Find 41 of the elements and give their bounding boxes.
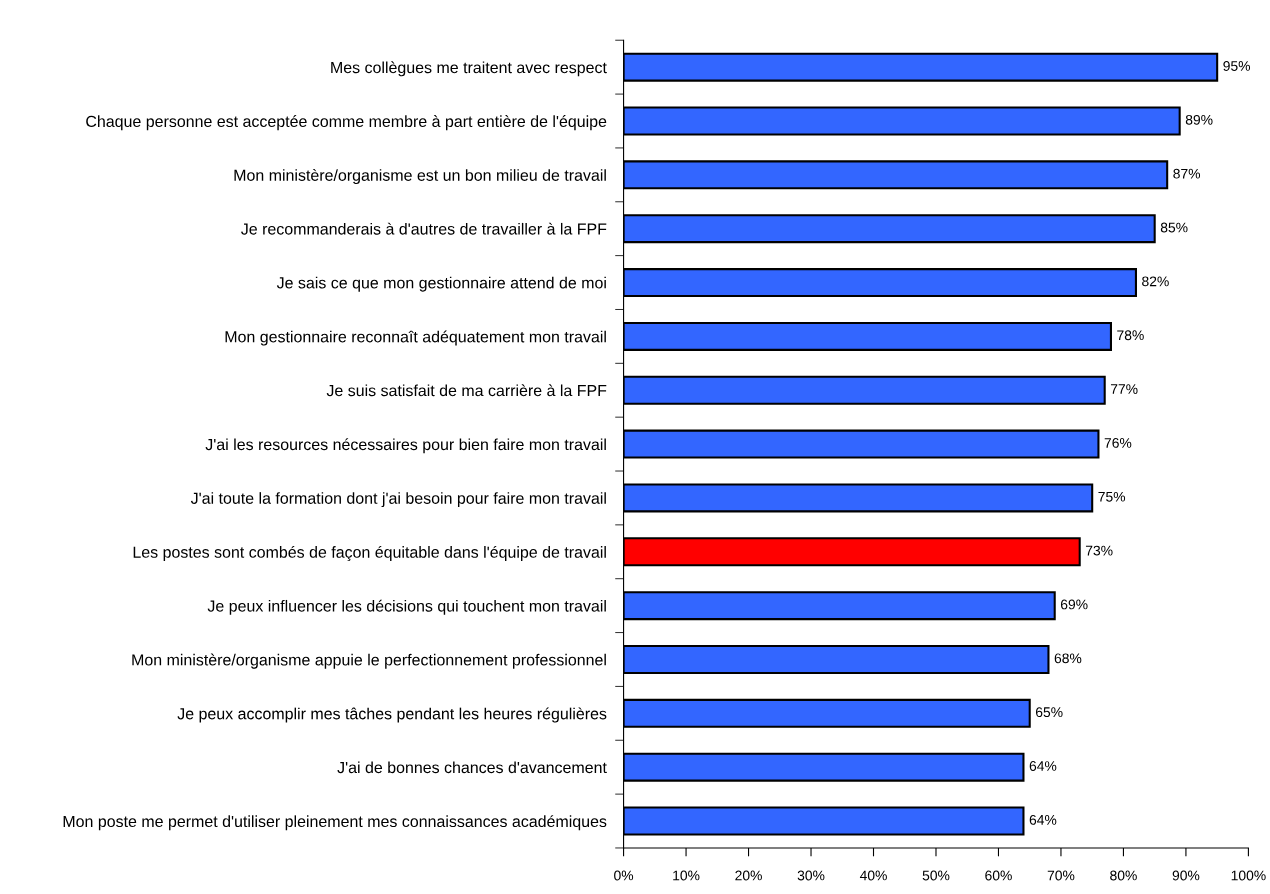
y-tick-label: Mes collègues me traitent avec respect — [331, 61, 607, 77]
x-tick-label: 80% — [1110, 870, 1137, 881]
data-label: 75% — [1098, 491, 1126, 502]
x-tick-label: 0% — [614, 870, 634, 881]
y-tick-label: Mon poste me permet d'utiliser pleinement mes connaissances académiques — [63, 815, 607, 831]
x-tick-label: 20% — [735, 870, 762, 881]
data-label: 64% — [1029, 761, 1057, 771]
x-tick-label: 50% — [922, 870, 950, 881]
y-tick-label: J'ai toute la formation dont j'ai besoin pour faire mon travail — [190, 492, 606, 508]
x-tick-label: 90% — [1172, 870, 1200, 881]
data-label: 69% — [1060, 599, 1088, 610]
y-tick-label: J'ai les resources nécessaires pour bien faire mon travail — [205, 438, 606, 454]
data-label: 82% — [1142, 276, 1169, 287]
y-tick-label: Je sais ce que mon gestionnaire attend de moi — [276, 276, 606, 292]
data-label: 85% — [1160, 222, 1188, 233]
x-tick-label: 10% — [673, 870, 700, 881]
data-label: 89% — [1185, 114, 1213, 125]
data-label: 65% — [1035, 707, 1063, 718]
data-label: 78% — [1117, 330, 1144, 341]
y-tick-label: Chaque personne est acceptée comme membre à part entière de l'équipe — [86, 115, 607, 131]
y-tick-label: Je peux accomplir mes tâches pendant les heures régulières — [177, 707, 607, 723]
data-label: 64% — [1029, 814, 1057, 825]
y-tick-label: Mon ministère/organisme appuie le perfectionnement professionnel — [132, 653, 606, 669]
y-tick-label: Je peux influencer les décisions qui touchent mon travail — [207, 599, 606, 615]
x-tick-label: 60% — [985, 870, 1012, 881]
y-tick-label: J'ai de bonnes chances d'avancement — [337, 761, 607, 774]
x-tick-label: 30% — [797, 870, 825, 881]
data-label: 87% — [1173, 168, 1201, 179]
y-tick-label: Les postes sont combés de façon équitable dans l'équipe de travail — [133, 545, 606, 562]
data-label: 76% — [1104, 437, 1132, 448]
data-label: 68% — [1054, 653, 1082, 664]
x-tick-label: 40% — [859, 870, 887, 881]
y-tick-label: Je suis satisfait de ma carrière à la FPF — [326, 384, 607, 397]
y-tick-label: Je recommanderais à d'autres de travailler à la FPF — [241, 222, 607, 235]
data-label: 95% — [1223, 61, 1251, 71]
x-tick-label: 70% — [1047, 870, 1075, 881]
x-tick-label: 100% — [1231, 870, 1266, 881]
y-tick-label: Mon ministère/organisme est un bon milieu de travail — [234, 168, 606, 185]
data-label: 73% — [1085, 545, 1113, 556]
data-label: 77% — [1110, 384, 1138, 394]
y-tick-label: Mon gestionnaire reconnaît adéquatement mon travail — [225, 330, 606, 346]
